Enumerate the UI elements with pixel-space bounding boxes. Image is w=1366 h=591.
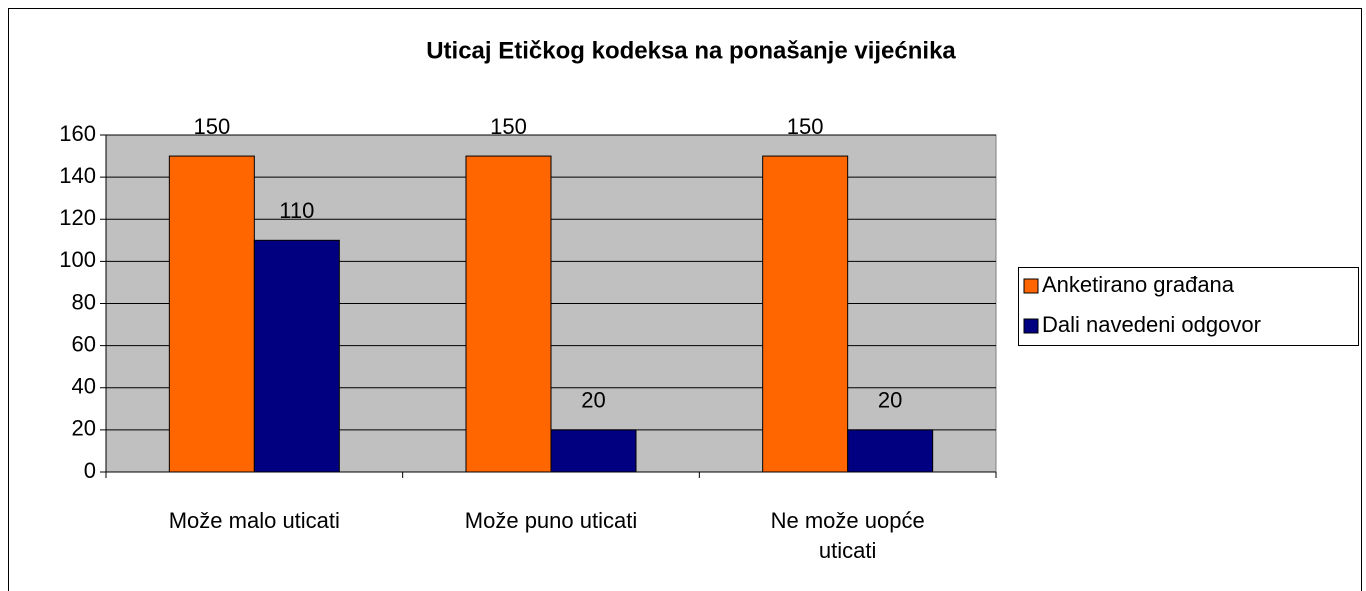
chart-title: Uticaj Etičkog kodeksa na ponašanje vije…: [426, 37, 956, 64]
bar: [253, 239, 340, 473]
data-label: 20: [581, 388, 605, 413]
x-tick-label: Može puno uticati: [464, 508, 638, 533]
y-tick-label: 40: [72, 374, 96, 399]
legend-label: Dali navedeni odgovor: [1042, 312, 1261, 337]
y-tick-label: 120: [59, 205, 96, 230]
y-tick-label: 80: [72, 289, 96, 314]
data-label: 20: [878, 388, 902, 413]
y-tick-label: 100: [59, 247, 96, 272]
y-tick-label: 0: [84, 458, 96, 483]
data-label: 150: [490, 114, 527, 139]
legend-swatch: [1023, 278, 1039, 294]
bar: [168, 155, 255, 473]
bar: [465, 155, 552, 473]
x-tick-label: Može malo uticati: [168, 508, 340, 533]
y-tick-label: 20: [72, 416, 96, 441]
bar: [550, 429, 637, 473]
data-label: 110: [279, 198, 314, 223]
bar: [762, 155, 849, 473]
y-tick-label: 140: [59, 163, 96, 188]
y-tick-label: 60: [72, 331, 96, 356]
data-label: 150: [787, 114, 824, 139]
y-tick-label: 160: [59, 121, 96, 146]
legend-label: Anketirano građana: [1042, 272, 1235, 297]
legend-swatch: [1023, 318, 1039, 334]
bar: [847, 429, 934, 473]
chart-frame: [8, 8, 1362, 591]
x-tick-label: Ne može uopće uticati: [770, 508, 925, 563]
legend-box: [1018, 267, 1359, 346]
data-label: 150: [193, 114, 230, 139]
